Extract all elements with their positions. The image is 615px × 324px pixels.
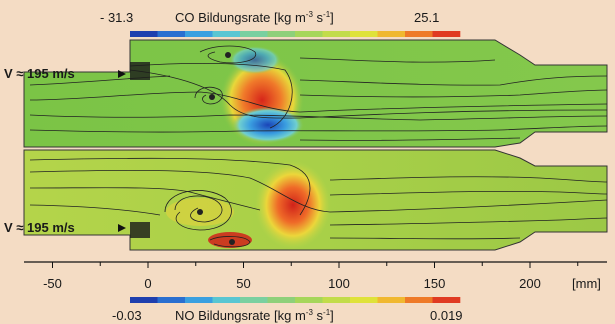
bottom-colorbar-max: 0.019 (430, 308, 463, 323)
bottom-colorbar-title: NO Bildungsrate [kg m-3 s-1] (175, 308, 334, 323)
x-axis: -50 0 50 100 150 200 (24, 261, 607, 291)
colorbar-swatch (405, 297, 433, 303)
colorbar-swatch (130, 297, 158, 303)
colorbar-swatch (432, 31, 461, 37)
colorbar-swatch (432, 297, 461, 303)
axis-tick-label: 0 (144, 276, 151, 291)
colorbar-swatch (377, 31, 406, 37)
colorbar-swatch (350, 297, 378, 303)
colorbar-swatch (350, 31, 378, 37)
arrow-right-icon (118, 224, 126, 232)
colorbar-swatch (405, 31, 433, 37)
top-domain-co (23, 39, 608, 148)
bottom-colorbar (130, 297, 461, 303)
colorbar-swatch (322, 31, 351, 37)
colorbar-swatch (185, 297, 213, 303)
colorbar-swatch (157, 297, 186, 303)
top-colorbar-min: - 31.3 (100, 10, 133, 25)
bottom-colorbar-min: -0.03 (112, 308, 142, 323)
bottom-streamlines (29, 157, 608, 248)
colorbar-swatch (157, 31, 186, 37)
axis-tick-label: 200 (519, 276, 541, 291)
axis-tick-label: 100 (328, 276, 350, 291)
axis-tick-label: 50 (236, 276, 250, 291)
co-hotspot-blue (232, 107, 304, 143)
colorbar-swatch (240, 31, 268, 37)
axis-tick-label: -50 (43, 276, 62, 291)
axis-unit: [mm] (572, 276, 601, 291)
no-hotspot-red (255, 161, 331, 249)
colorbar-swatch (377, 297, 406, 303)
bottom-domain-no (23, 149, 608, 251)
top-streamlines (29, 45, 608, 141)
colorbar-swatch (267, 297, 296, 303)
axis-tick-label: 150 (424, 276, 446, 291)
arrow-right-icon (118, 70, 126, 78)
colorbar-swatch (212, 297, 241, 303)
inlet-velocity-bottom: V ≈ 195 m/s (4, 220, 75, 235)
colorbar-swatch (185, 31, 213, 37)
colorbar-swatch (130, 31, 158, 37)
colorbar-swatch (240, 297, 268, 303)
top-colorbar-max: 25.1 (414, 10, 439, 25)
colorbar-swatch (295, 297, 323, 303)
top-colorbar (130, 31, 461, 37)
colorbar-swatch (322, 297, 351, 303)
colorbar-swatch (212, 31, 241, 37)
colorbar-swatch (267, 31, 296, 37)
inlet-velocity-top: V ≈ 195 m/s (4, 66, 75, 81)
top-colorbar-title: CO Bildungsrate [kg m-3 s-1] (175, 10, 334, 25)
colorbar-swatch (295, 31, 323, 37)
